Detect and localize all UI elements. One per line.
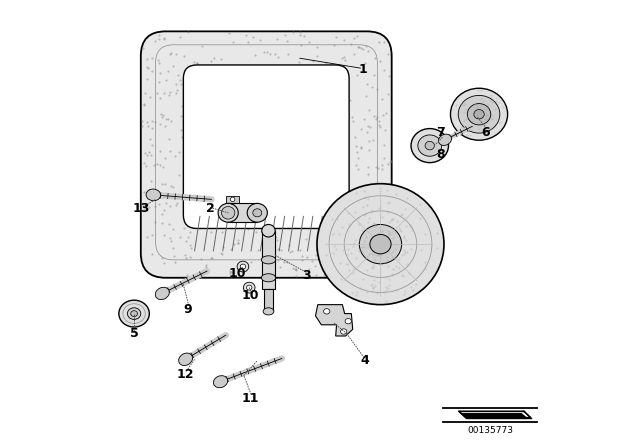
Ellipse shape: [458, 95, 500, 133]
Ellipse shape: [253, 209, 262, 217]
Text: 13: 13: [132, 202, 150, 215]
Text: 4: 4: [360, 354, 369, 367]
Ellipse shape: [221, 207, 235, 219]
Text: 00135773: 00135773: [467, 426, 513, 435]
Ellipse shape: [467, 103, 491, 125]
Polygon shape: [459, 411, 531, 418]
Ellipse shape: [474, 110, 484, 119]
Text: 11: 11: [242, 392, 259, 405]
Ellipse shape: [418, 135, 442, 156]
Ellipse shape: [247, 203, 268, 222]
Polygon shape: [228, 203, 257, 222]
Ellipse shape: [411, 129, 449, 163]
Ellipse shape: [317, 184, 444, 305]
Text: 6: 6: [481, 125, 490, 139]
Text: 5: 5: [130, 327, 138, 340]
Ellipse shape: [263, 308, 274, 315]
Ellipse shape: [127, 308, 141, 319]
Ellipse shape: [179, 353, 193, 366]
Text: 10: 10: [228, 267, 246, 280]
Text: 1: 1: [358, 63, 367, 76]
Text: 7: 7: [436, 125, 445, 139]
Text: 3: 3: [302, 269, 311, 282]
Ellipse shape: [156, 287, 170, 300]
Ellipse shape: [451, 88, 508, 140]
Ellipse shape: [237, 261, 249, 272]
Ellipse shape: [324, 309, 330, 314]
Text: 2: 2: [206, 202, 214, 215]
Ellipse shape: [261, 274, 276, 282]
Polygon shape: [460, 413, 527, 418]
Polygon shape: [264, 289, 273, 311]
Text: 12: 12: [177, 367, 195, 381]
FancyBboxPatch shape: [141, 31, 392, 278]
Ellipse shape: [240, 264, 246, 269]
Polygon shape: [262, 231, 275, 289]
FancyBboxPatch shape: [184, 65, 349, 228]
Text: 8: 8: [436, 148, 445, 161]
Ellipse shape: [230, 197, 235, 202]
Ellipse shape: [340, 329, 347, 334]
Ellipse shape: [370, 234, 391, 254]
Ellipse shape: [243, 282, 255, 293]
Ellipse shape: [359, 224, 402, 264]
Ellipse shape: [218, 203, 238, 222]
Ellipse shape: [213, 376, 228, 388]
Ellipse shape: [261, 256, 276, 264]
Text: 9: 9: [184, 302, 192, 316]
Ellipse shape: [262, 224, 275, 237]
Ellipse shape: [131, 311, 138, 316]
Ellipse shape: [438, 134, 451, 146]
Ellipse shape: [146, 189, 161, 201]
Text: 10: 10: [242, 289, 259, 302]
Ellipse shape: [345, 319, 351, 324]
Polygon shape: [316, 305, 353, 336]
Ellipse shape: [425, 141, 435, 150]
Ellipse shape: [119, 300, 149, 327]
Ellipse shape: [246, 285, 252, 290]
Polygon shape: [226, 196, 239, 203]
